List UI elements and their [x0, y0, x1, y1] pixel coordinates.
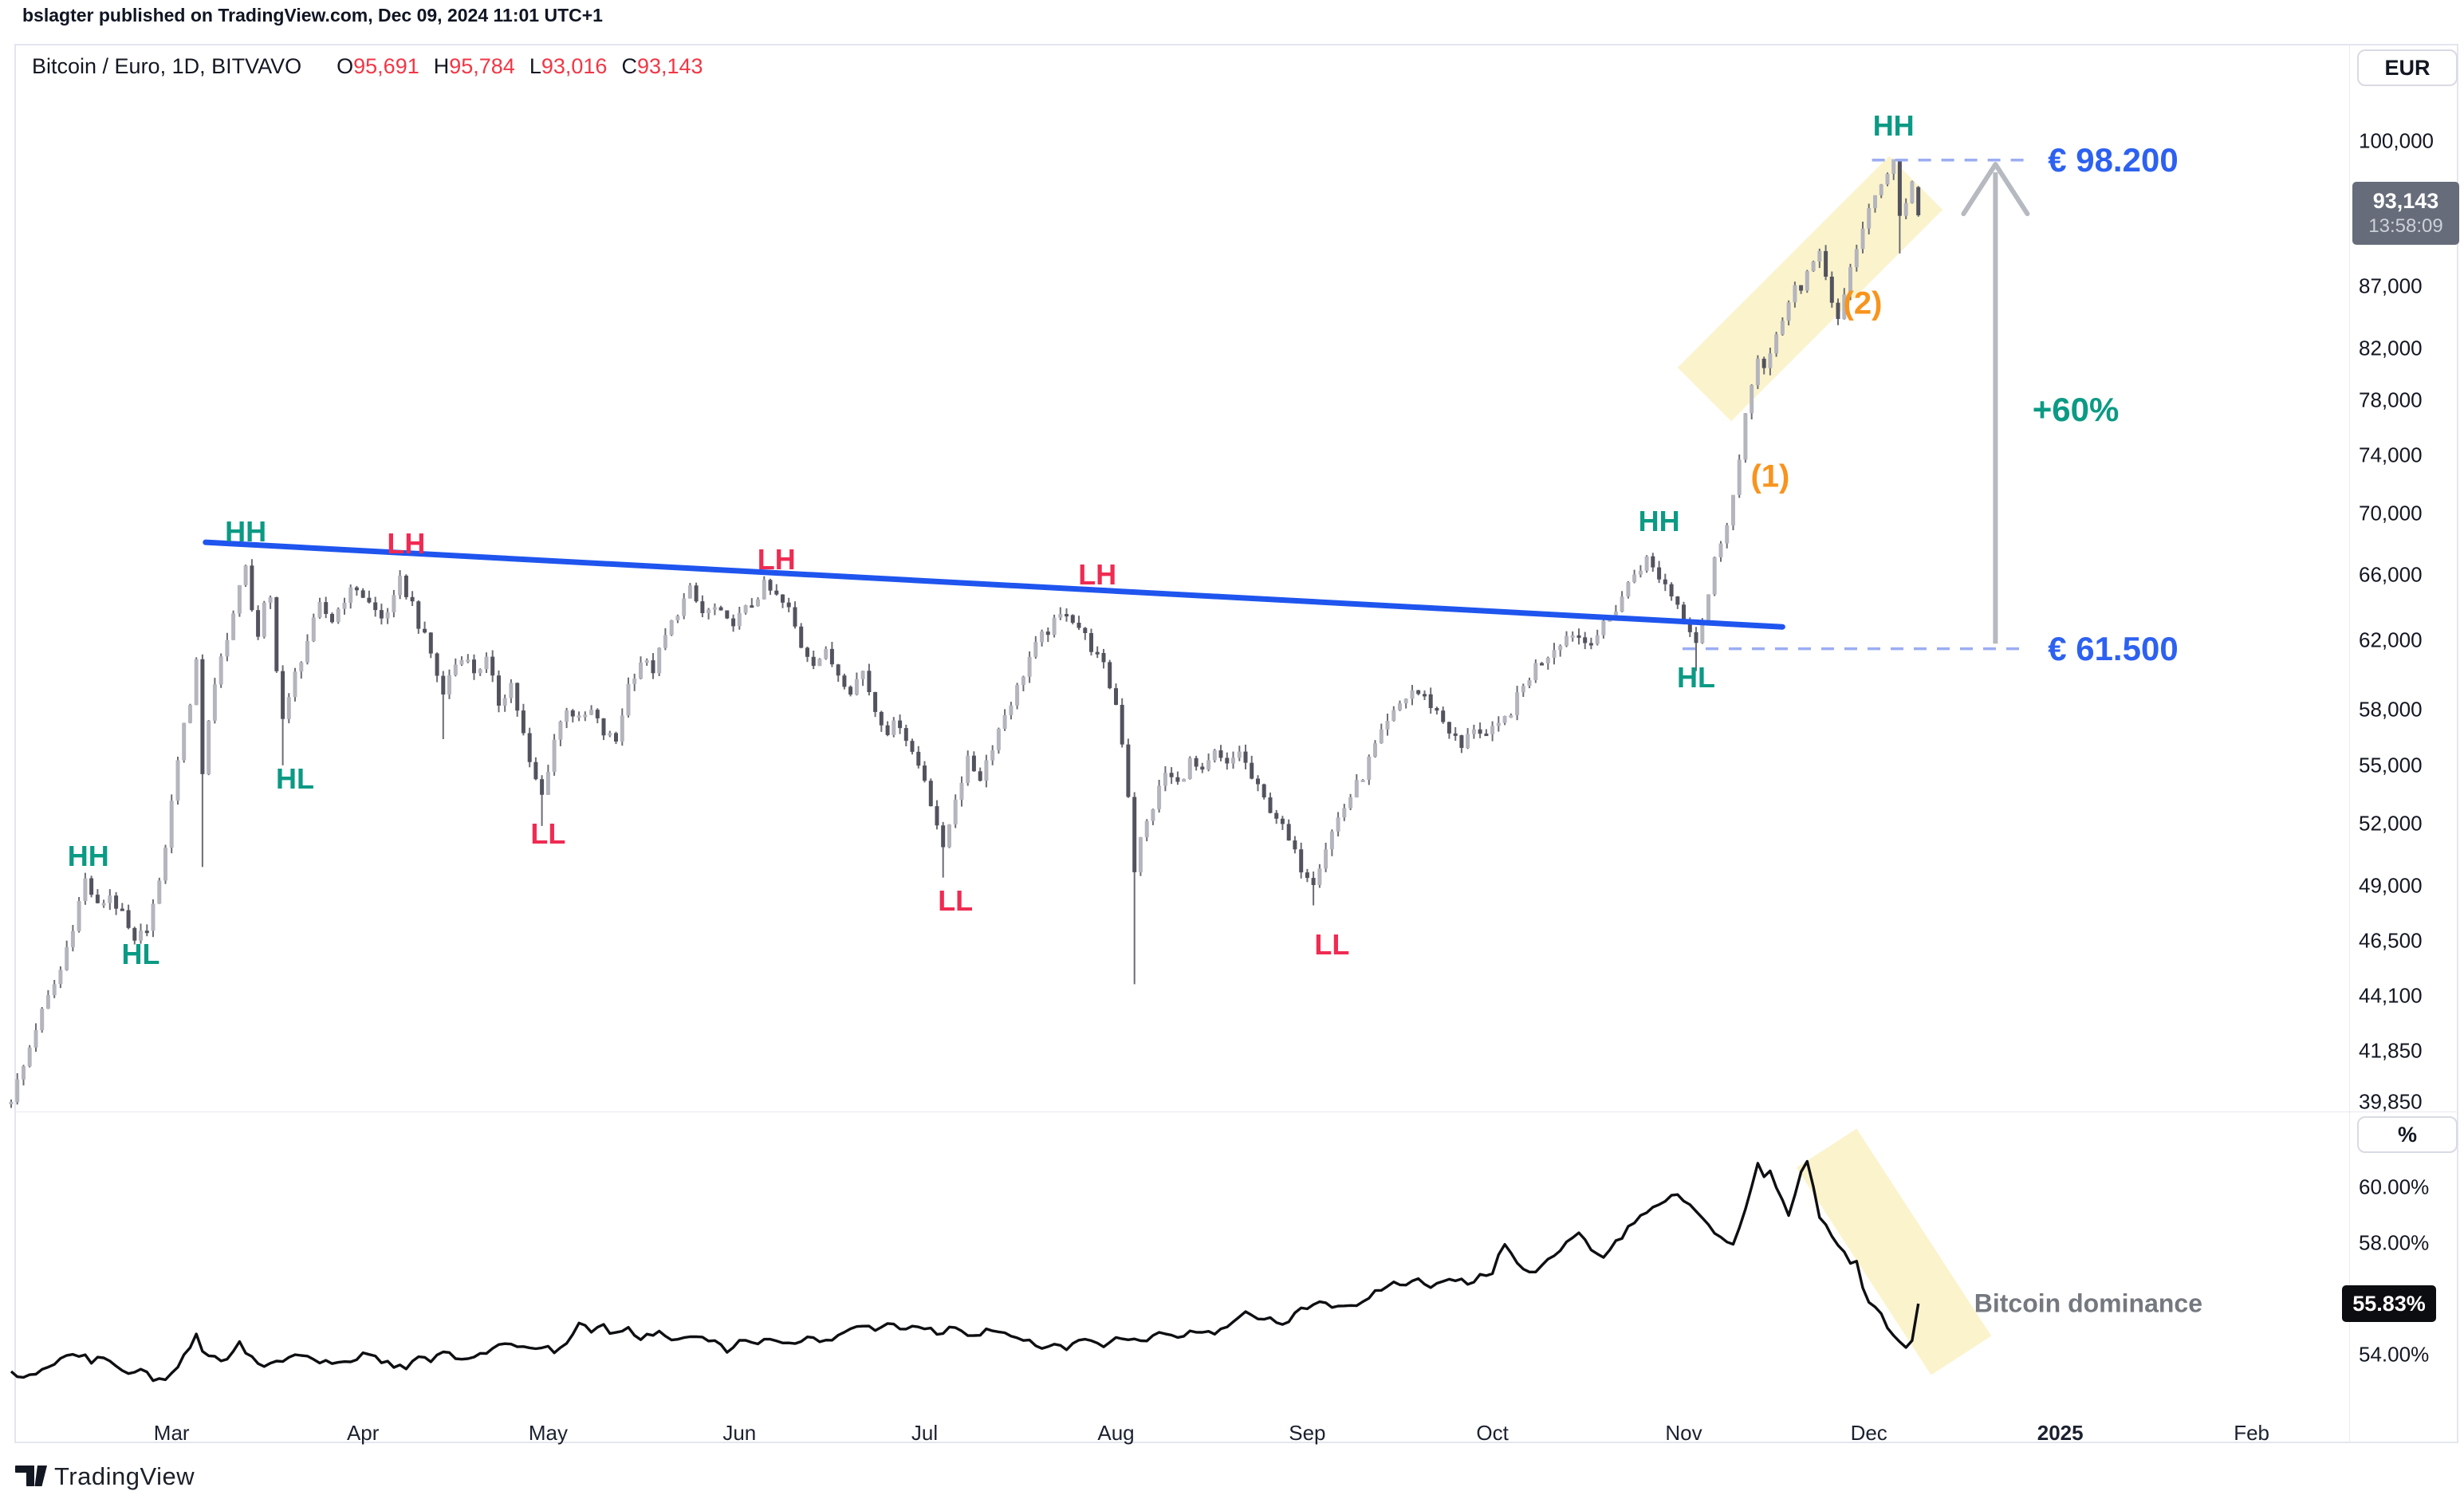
swing-label-LL: LL [1314, 928, 1350, 962]
time-tick: Aug [1097, 1421, 1135, 1445]
price-tick: 87,000 [2359, 273, 2423, 298]
percent-gain-label: +60% [2032, 391, 2120, 429]
swing-label-HH: HH [1638, 504, 1680, 537]
chart-frame [14, 44, 2458, 1443]
last-price-badge: 93,143 13:58:09 [2352, 182, 2459, 245]
percent-tick: 54.00% [2359, 1342, 2430, 1367]
swing-label-LH: LH [1078, 558, 1117, 592]
price-tick: 100,000 [2359, 128, 2434, 153]
bar-countdown: 13:58:09 [2368, 215, 2443, 237]
tradingview-logo-icon [15, 1466, 47, 1486]
projection-arrow [1961, 162, 2030, 644]
swing-label-LH: LH [757, 542, 796, 576]
price-tick: 49,000 [2359, 873, 2423, 898]
panel-separator[interactable] [14, 1111, 2458, 1112]
time-tick: Feb [2234, 1421, 2269, 1445]
price-tick: 46,500 [2359, 928, 2423, 953]
price-tick: 55,000 [2359, 753, 2423, 777]
price-tick: 52,000 [2359, 811, 2423, 836]
swing-label-HH: HH [1872, 108, 1915, 142]
time-tick: Apr [346, 1421, 380, 1445]
time-tick: Sep [1289, 1421, 1326, 1445]
percent-tick: 60.00% [2359, 1174, 2430, 1199]
time-tick: Mar [153, 1421, 190, 1445]
high-label: H [433, 54, 450, 78]
swing-label-HL: HL [121, 937, 160, 970]
candlestick-series [9, 159, 1921, 1108]
time-tick: 2025 [2037, 1421, 2084, 1445]
tradingview-footer[interactable]: TradingView [15, 1462, 195, 1491]
channel-highlight-band [1677, 155, 1943, 422]
price-target-label: € 98.200 [2048, 140, 2179, 179]
price-scale-separator [2349, 45, 2350, 1442]
symbol-title-row: Bitcoin / Euro, 1D, BITVAVO O95,691 H95,78… [32, 54, 703, 79]
swing-label-HH: HH [225, 514, 267, 548]
price-tick: 82,000 [2359, 336, 2423, 360]
time-tick: Nov [1665, 1421, 1702, 1445]
percent-tick: 58.00% [2359, 1230, 2430, 1255]
price-tick: 58,000 [2359, 697, 2423, 722]
swing-label-HL: HL [276, 761, 314, 795]
price-tick: 44,100 [2359, 983, 2423, 1008]
dominance-value-badge: 55.83% [2342, 1285, 2436, 1322]
low-value: 93,016 [541, 54, 608, 78]
price-tick: 70,000 [2359, 501, 2423, 525]
price-target-label: € 61.500 [2048, 629, 2179, 667]
price-tick: 39,850 [2359, 1089, 2423, 1114]
swing-label-LL: LL [938, 884, 974, 917]
swing-label-HH: HH [67, 840, 109, 873]
close-value: 93,143 [636, 54, 703, 78]
bitcoin-dominance-line [10, 1159, 1920, 1383]
time-tick: Jul [911, 1421, 939, 1445]
price-tick: 74,000 [2359, 443, 2423, 467]
dominance-decline-band [1796, 1128, 1992, 1375]
price-tick: 41,850 [2359, 1038, 2423, 1063]
low-label: L [529, 54, 541, 78]
currency-scale-button[interactable]: EUR [2357, 49, 2458, 86]
close-label: C [621, 54, 637, 78]
last-price-value: 93,143 [2372, 189, 2439, 213]
open-value: 95,691 [353, 54, 419, 78]
price-tick: 78,000 [2359, 388, 2423, 412]
open-label: O [337, 54, 354, 78]
price-tick: 62,000 [2359, 628, 2423, 652]
swing-label-LH: LH [387, 527, 426, 561]
tradingview-wordmark: TradingView [54, 1462, 195, 1490]
high-value: 95,784 [449, 54, 515, 78]
swing-label-w1w: (1) [1750, 458, 1790, 494]
time-tick: Oct [1476, 1421, 1509, 1445]
descending-trendline [203, 539, 1785, 630]
percent-scale-button[interactable]: % [2357, 1116, 2458, 1153]
symbol-title[interactable]: Bitcoin / Euro, 1D, BITVAVO [32, 54, 302, 78]
attribution-text: bslagter published on TradingView.com, D… [22, 5, 603, 26]
price-tick: 66,000 [2359, 562, 2423, 587]
dominance-series-label: Bitcoin dominance [1974, 1289, 2202, 1318]
swing-label-w2w: (2) [1843, 285, 1883, 321]
time-tick: Dec [1850, 1421, 1887, 1445]
swing-label-HL: HL [1677, 661, 1715, 694]
time-tick: Jun [722, 1421, 757, 1445]
swing-label-LL: LL [530, 817, 566, 850]
time-tick: May [528, 1421, 568, 1445]
